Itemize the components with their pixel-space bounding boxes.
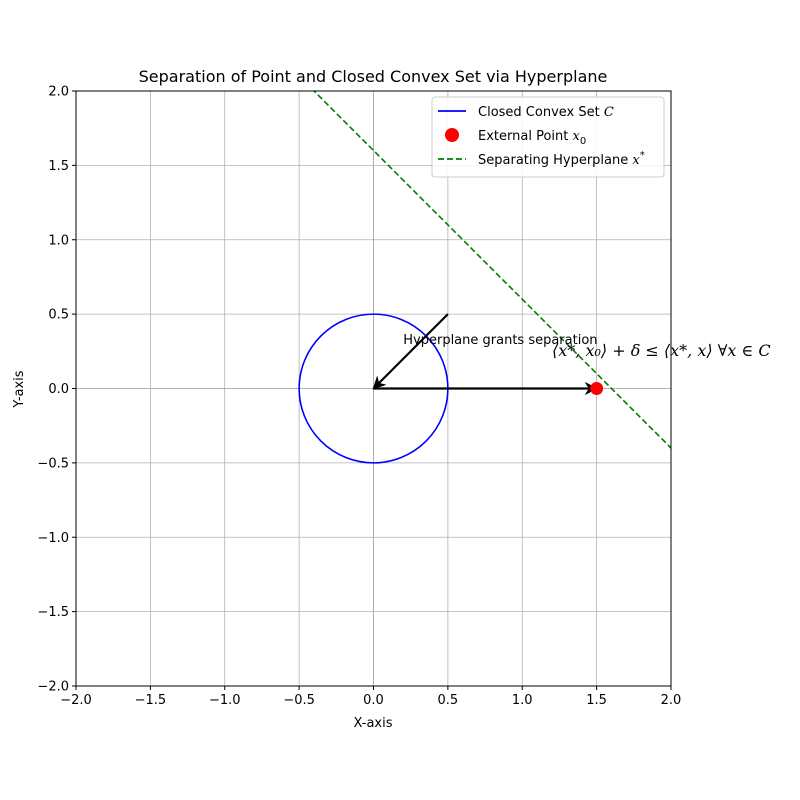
- y-tick-label: −0.5: [37, 456, 69, 471]
- y-tick-label: 1.0: [48, 233, 69, 248]
- x-axis-title: X-axis: [354, 716, 393, 731]
- external-point-marker: [590, 382, 604, 395]
- x-tick-label: 1.0: [512, 693, 533, 708]
- y-axis-ticks: −2.0 −1.5 −1.0 −0.5 0.0 0.5 1.0 1.5 2.0: [37, 85, 76, 695]
- y-tick-label: 1.5: [48, 159, 69, 174]
- legend-entry-label: Closed Convex Set C: [478, 105, 614, 120]
- legend: Closed Convex Set C External Point x0 Sepa…: [431, 96, 665, 178]
- chart-title: Separation of Point and Closed Convex Se…: [139, 67, 608, 86]
- y-tick-label: −1.5: [37, 605, 69, 620]
- legend-entry-label: Separating Hyperplane x*: [478, 150, 645, 168]
- x-tick-label: 0.0: [363, 693, 384, 708]
- y-tick-label: 2.0: [48, 85, 69, 100]
- y-tick-label: −2.0: [37, 680, 69, 695]
- y-axis-title: Y-axis: [12, 370, 27, 408]
- arrow-to-center: [372, 313, 449, 390]
- x-axis-ticks: −2.0 −1.5 −1.0 −0.5 0.0 0.5 1.0 1.5 2.0: [60, 686, 681, 708]
- x-tick-label: 0.5: [438, 693, 459, 708]
- x-tick-label: 1.5: [586, 693, 607, 708]
- annotation-label: Hyperplane grants separation: [403, 333, 597, 348]
- x-tick-label: −1.5: [135, 693, 167, 708]
- x-tick-label: −2.0: [60, 693, 92, 708]
- y-tick-label: 0.0: [48, 382, 69, 397]
- y-tick-label: −1.0: [37, 531, 69, 546]
- separation-inequality-label: ⟨x*, x₀⟩ + δ ≤ ⟨x*, x⟩ ∀x ∈ C: [552, 341, 771, 360]
- legend-entry-label: External Point x0: [478, 129, 586, 147]
- x-tick-label: 2.0: [661, 693, 682, 708]
- legend-box: [431, 96, 665, 178]
- x-tick-label: −0.5: [283, 693, 315, 708]
- annotations: Hyperplane grants separation⟨x*, x₀⟩ + δ…: [372, 313, 771, 396]
- legend-dot-swatch: [445, 128, 459, 142]
- x-tick-label: −1.0: [209, 693, 241, 708]
- y-tick-label: 0.5: [48, 308, 69, 323]
